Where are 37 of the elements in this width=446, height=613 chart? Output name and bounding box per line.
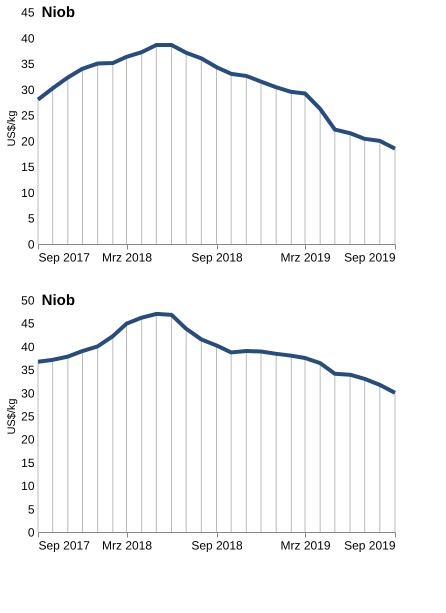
y-tick-label: 25	[21, 410, 35, 424]
x-tick-label: Sep 2018	[191, 538, 244, 552]
x-tick-label: Sep 2017	[38, 250, 90, 264]
y-tick-label: 50	[21, 294, 35, 308]
y-tick-label: 10	[21, 186, 35, 200]
x-tick-label: Sep 2018	[191, 250, 244, 264]
y-tick-label: 20	[21, 432, 35, 447]
y-tick-label: 10	[21, 479, 35, 494]
y-tick-label: 35	[21, 57, 35, 72]
line-series	[36, 312, 397, 395]
x-tick-label: Mrz 2019	[280, 250, 331, 264]
y-tick-label: 40	[21, 31, 35, 46]
x-tick-label: Mrz 2018	[102, 250, 152, 264]
y-tick-label: 0	[28, 238, 35, 252]
chart-title: Niob	[42, 4, 75, 21]
y-tick-label: 40	[21, 340, 35, 354]
y-tick-label: 15	[21, 456, 35, 470]
y-tick-label: 5	[28, 502, 35, 516]
line-series	[36, 42, 397, 151]
y-tick-label: 20	[21, 134, 35, 148]
x-tick-label: Mrz 2019	[280, 538, 331, 552]
chart-title: Niob	[42, 292, 75, 309]
y-tick-label: 0	[28, 526, 35, 540]
y-tick-label: 15	[21, 160, 35, 174]
x-tick-label: Sep 2019	[344, 538, 396, 552]
y-tick-label: 5	[28, 212, 35, 226]
y-tick-label: 30	[21, 82, 35, 97]
y-axis-title: US$/kg	[6, 398, 18, 435]
x-tick-label: Mrz 2018	[102, 538, 152, 552]
x-tick-label: Sep 2017	[38, 538, 90, 552]
y-tick-label: 35	[21, 363, 35, 378]
y-tick-label: 45	[21, 316, 35, 331]
y-tick-label: 30	[21, 386, 35, 400]
y-tick-label: 25	[21, 108, 35, 123]
y-tick-label: 45	[21, 6, 35, 20]
x-tick-label: Sep 2019	[344, 250, 396, 264]
y-axis-title: US$/kg	[6, 110, 18, 147]
